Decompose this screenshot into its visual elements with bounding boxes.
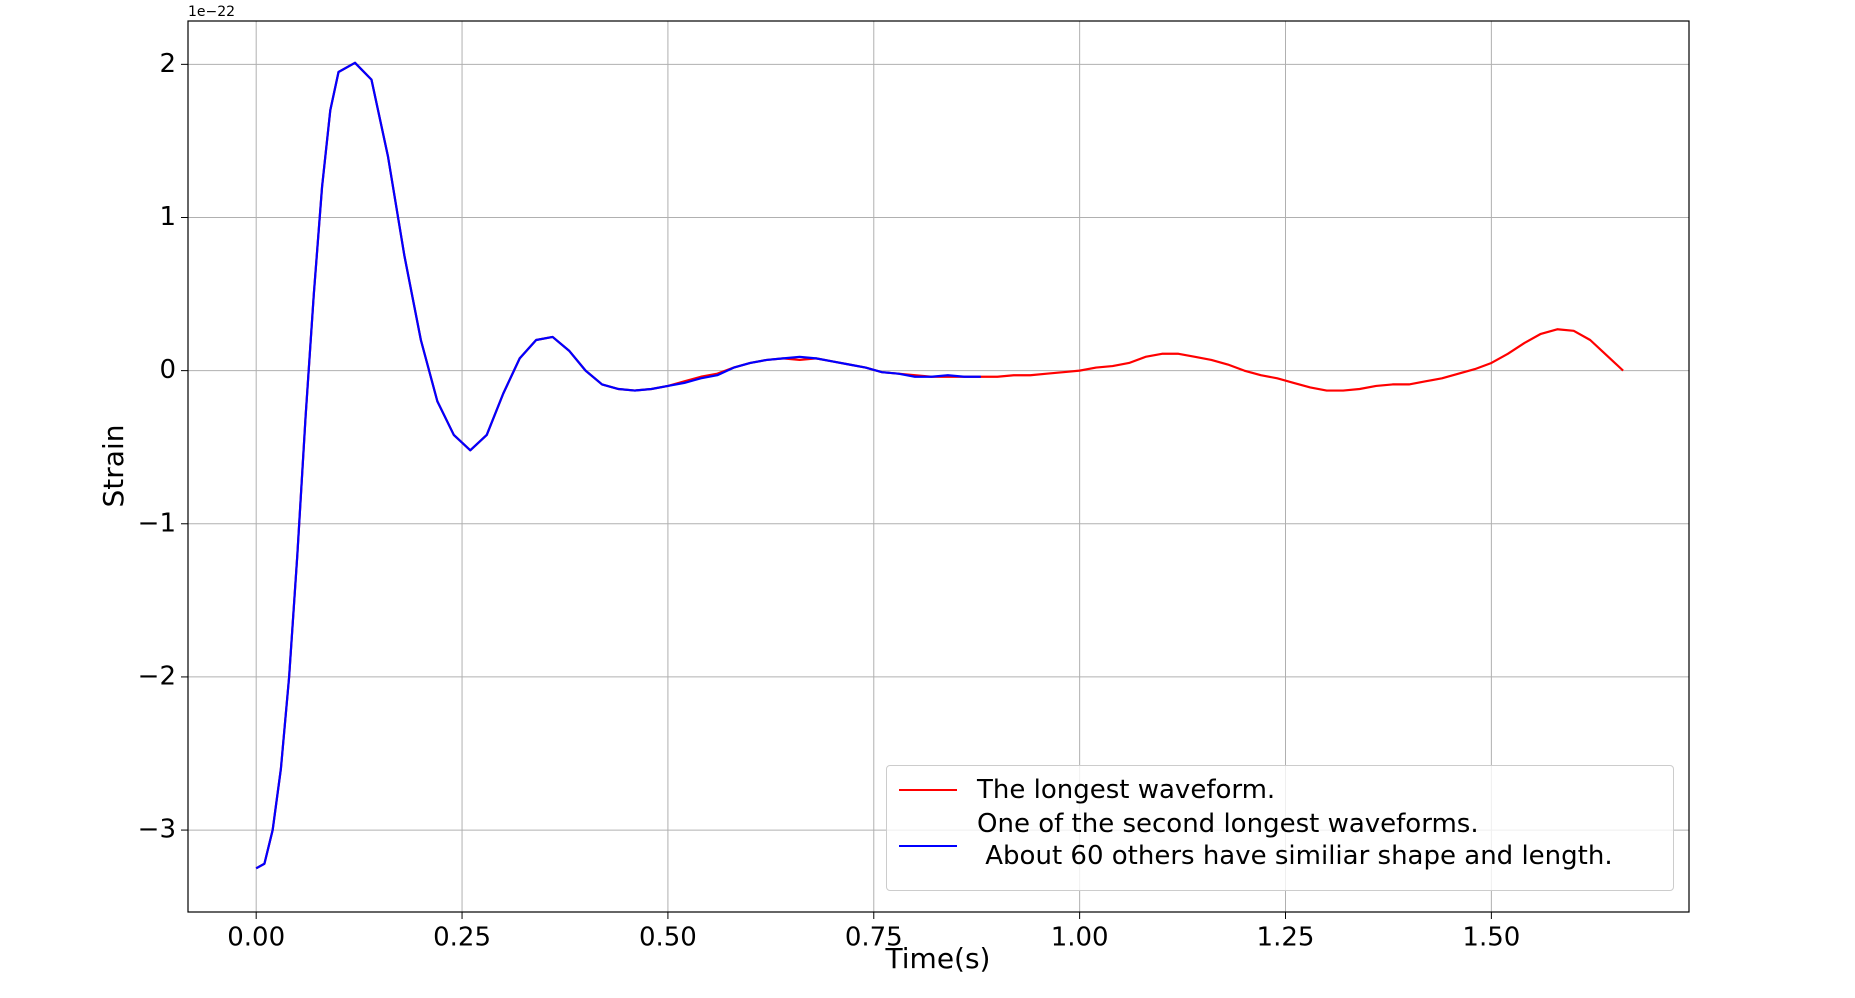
legend-label: The longest waveform. bbox=[977, 775, 1276, 805]
plot-frame bbox=[187, 20, 1690, 913]
legend-label: One of the second longest waveforms. Abo… bbox=[977, 809, 1613, 871]
x-tick-label: 0.50 bbox=[639, 923, 697, 953]
line bbox=[255, 61, 1624, 870]
y-offset-label: 1e−22 bbox=[188, 4, 235, 20]
legend-swatch bbox=[899, 845, 957, 847]
y-tick-label: 2 bbox=[159, 49, 176, 79]
legend-entry: One of the second longest waveforms. Abo… bbox=[887, 808, 1673, 884]
x-tick-label: 1.50 bbox=[1462, 923, 1520, 953]
grid bbox=[188, 21, 1689, 912]
y-tick-label: −1 bbox=[138, 508, 176, 538]
y-tick-label: 0 bbox=[159, 355, 176, 385]
x-tick-label: 1.25 bbox=[1257, 923, 1315, 953]
x-tick-label: 0.75 bbox=[845, 923, 903, 953]
legend-swatch bbox=[899, 789, 957, 791]
x-tick-label: 0.00 bbox=[227, 923, 285, 953]
legend-entry: The longest waveform. bbox=[887, 774, 1673, 806]
y-tick-label: −3 bbox=[138, 815, 176, 845]
x-axis-label: Time(s) bbox=[885, 942, 991, 975]
y-tick-label: −2 bbox=[138, 661, 176, 691]
y-tick-label: 1 bbox=[159, 202, 176, 232]
legend: The longest waveform. One of the second l… bbox=[886, 765, 1674, 891]
x-tick-label: 1.00 bbox=[1051, 923, 1109, 953]
y-axis-label: Strain bbox=[97, 425, 130, 508]
x-tick-label: 0.25 bbox=[433, 923, 491, 953]
line bbox=[255, 61, 981, 870]
